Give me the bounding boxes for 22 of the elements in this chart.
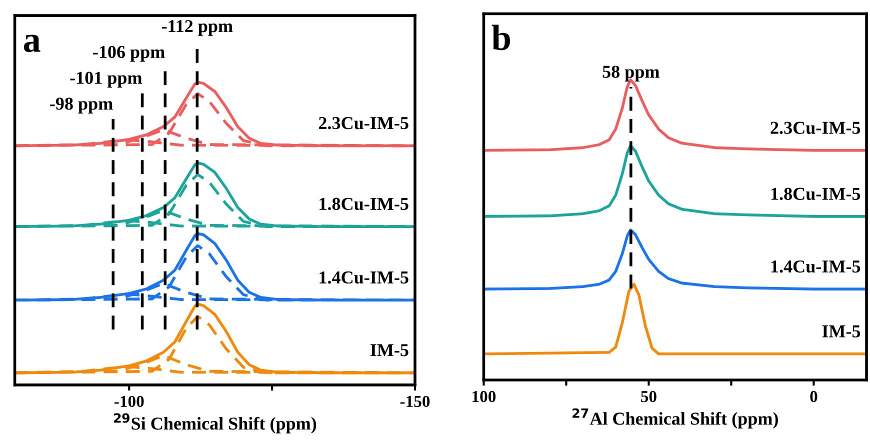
series-label: 1.8Cu-IM-5 [320, 198, 408, 210]
series-label: IM-5 [822, 325, 860, 338]
ref-line-label: -112 ppm [162, 20, 233, 36]
ref-line-label: -106 ppm [93, 46, 165, 62]
ref-line-label: -101 ppm [70, 72, 142, 88]
chart-title: b [492, 24, 510, 50]
series-label: 1.8Cu-IM-5 [771, 188, 860, 200]
series-label: 2.3Cu-IM-5 [770, 122, 860, 134]
ref-line-label: -98 ppm [50, 98, 113, 114]
x-axis-title: $^{29}$Si Chemical Shift (ppm) [114, 413, 316, 434]
x-tick-label: 0 [810, 390, 818, 402]
ref-line-label: 58 ppm [602, 66, 660, 82]
series-label: 1.4Cu-IM-5 [320, 271, 408, 284]
chart-title: a [24, 34, 40, 52]
series-label: IM-5 [370, 344, 408, 356]
series-label: 2.3Cu-IM-5 [318, 117, 408, 130]
x-axis-title: $^{27}$Al Chemical Shift (ppm) [572, 408, 778, 428]
x-tick-label: 100 [472, 390, 496, 402]
x-tick-label: -100 [114, 396, 144, 408]
x-tick-label: 50 [641, 390, 656, 402]
series-label: 1.4Cu-IM-5 [771, 260, 860, 273]
x-tick-label: -150 [400, 396, 430, 408]
